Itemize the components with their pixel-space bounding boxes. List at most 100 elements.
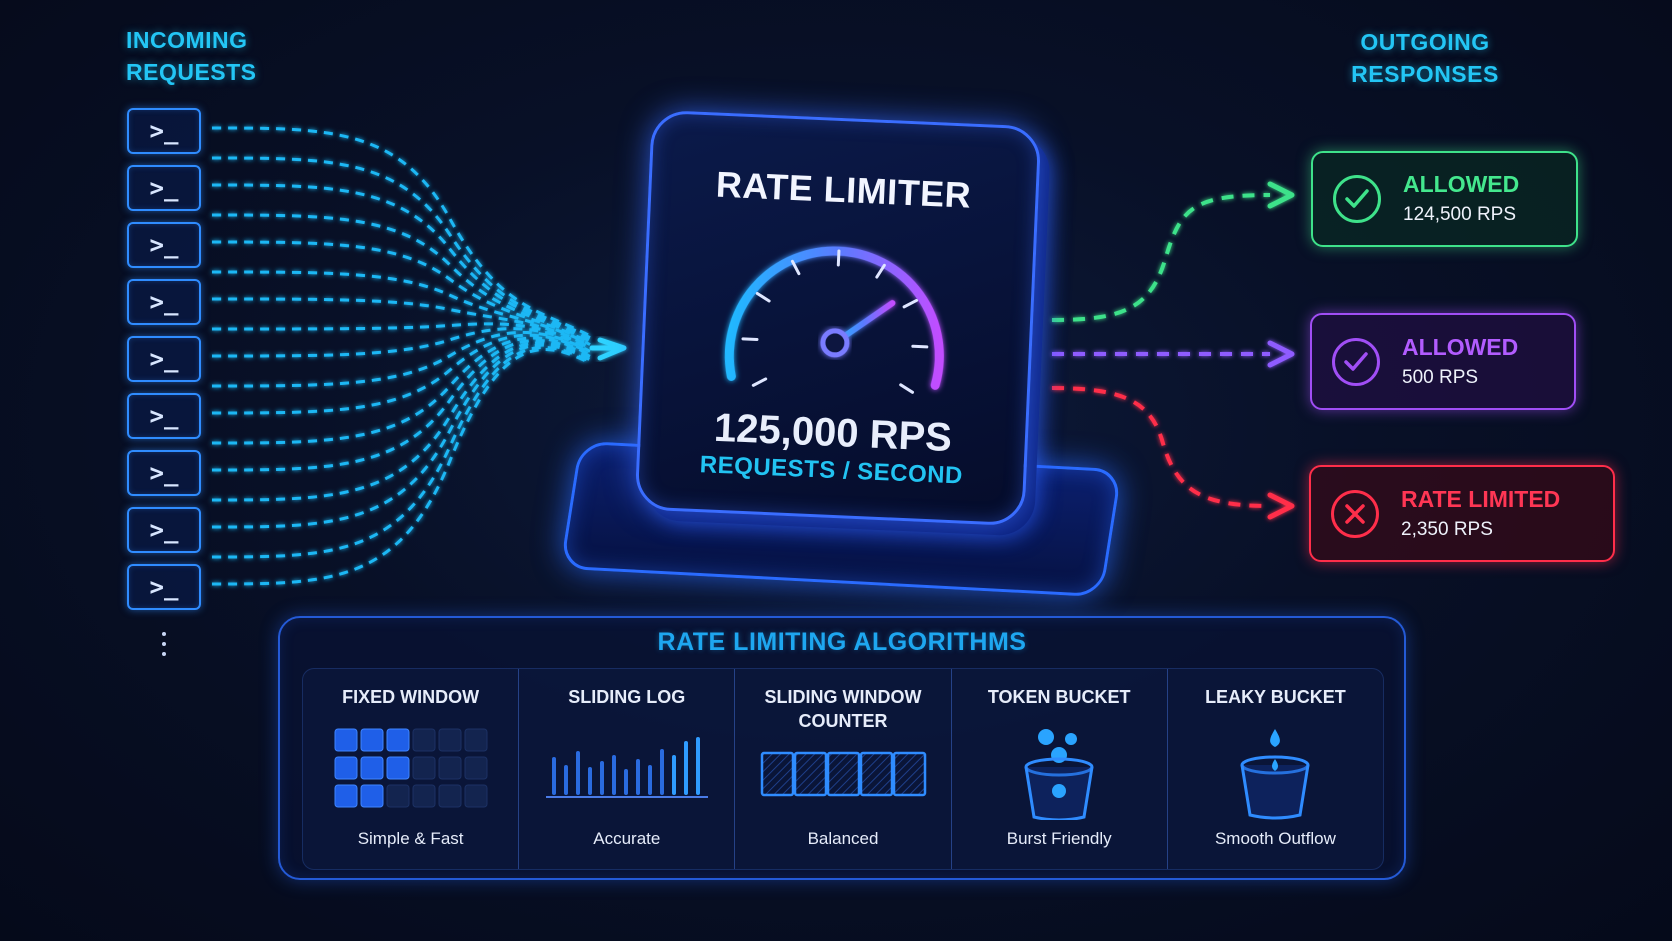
terminal-icon: >_ [127, 450, 201, 496]
algorithm-name: TOKEN BUCKET [987, 687, 1131, 707]
incoming-flow-line [211, 345, 591, 559]
outgoing-heading-line1: OUTGOING [1360, 29, 1490, 55]
arrow-allowed-2-icon [1267, 340, 1295, 368]
incoming-flow-line [211, 156, 591, 340]
incoming-flow-line [211, 297, 591, 348]
response-status: ALLOWED [1402, 333, 1519, 360]
incoming-flow-line [211, 126, 591, 338]
incoming-flow-line [211, 336, 591, 445]
incoming-flow-line [211, 330, 591, 388]
outgoing-responses-heading: OUTGOING RESPONSES [1340, 26, 1510, 90]
gauge-tick [755, 291, 771, 303]
incoming-heading-line1: INCOMING [126, 27, 248, 53]
x-icon [1331, 489, 1379, 538]
gauge-tick [751, 377, 768, 387]
log-bar [551, 757, 556, 795]
more-requests-ellipsis-icon [160, 632, 168, 662]
log-bar [587, 767, 592, 795]
log-bar [599, 761, 604, 795]
algorithms-list: FIXED WINDOW Simple & Fast SLIDING LOG A… [302, 668, 1384, 870]
algorithm-sliding-log: SLIDING LOG Accurate [518, 669, 734, 869]
window-cell [386, 728, 410, 752]
algorithm-name-line2: COUNTER [798, 711, 888, 731]
counter-cells-icon [760, 751, 927, 797]
log-bar [647, 765, 652, 795]
log-bars-icon [545, 737, 708, 798]
algorithm-name: SLIDING WINDOW COUNTER [735, 685, 950, 733]
algorithm-token-bucket: TOKEN BUCKET Burst Friendly [950, 669, 1167, 869]
gauge-tick [836, 249, 841, 267]
incoming-flow-line [211, 333, 591, 415]
window-cell [386, 784, 410, 808]
window-cell [438, 756, 462, 780]
gauge-tick [902, 298, 919, 309]
window-cell [438, 728, 462, 752]
counter-cell [760, 751, 795, 797]
window-cell [438, 784, 462, 808]
check-icon [1333, 175, 1381, 223]
algorithm-desc: Simple & Fast [357, 829, 464, 848]
terminal-icon: >_ [127, 336, 201, 382]
algorithm-name: LEAKY BUCKET [1205, 687, 1346, 707]
incoming-flow-line [211, 327, 591, 358]
log-bar [683, 741, 688, 795]
incoming-flow-line [211, 322, 591, 350]
outgoing-heading-line2: RESPONSES [1351, 61, 1499, 87]
incoming-arrow-icon [589, 337, 627, 361]
counter-cell [826, 751, 861, 797]
incoming-flow-line [211, 347, 591, 586]
counter-cell [892, 751, 927, 797]
log-bar [575, 751, 580, 795]
speedometer-gauge-icon [724, 246, 944, 394]
response-rate: 500 RPS [1402, 366, 1479, 388]
algorithm-desc: Accurate [593, 829, 661, 848]
flow-allowed-1 [1051, 193, 1271, 322]
log-bar [659, 749, 664, 795]
rate-limiter-device: RATE LIMITER 125,000 RPS REQUESTS / SECO… [634, 109, 1042, 527]
response-card-allowed-2: ALLOWED 500 RPS [1310, 313, 1576, 410]
window-cell [360, 784, 384, 808]
window-cell [464, 756, 488, 780]
rate-limiter-title: RATE LIMITER [715, 163, 973, 216]
window-cell [412, 756, 436, 780]
gauge-tick [911, 344, 929, 349]
counter-cell [859, 751, 894, 797]
incoming-flow-line [211, 343, 591, 529]
algorithm-leaky-bucket: LEAKY BUCKET Smooth Outflow [1166, 669, 1383, 869]
check-icon [1332, 337, 1380, 386]
terminal-icon: >_ [127, 165, 201, 211]
algorithm-sliding-window-counter: SLIDING WINDOW COUNTER Balanced [734, 669, 950, 869]
incoming-flow-line [211, 338, 591, 472]
incoming-flow-line [211, 213, 591, 343]
algorithm-name: FIXED WINDOW [342, 687, 480, 707]
terminal-icon: >_ [127, 564, 201, 610]
log-bar [563, 765, 568, 795]
algorithms-panel: RATE LIMITING ALGORITHMS FIXED WINDOW Si… [278, 616, 1406, 880]
counter-cell [793, 751, 828, 797]
terminal-icon: >_ [127, 108, 201, 154]
gauge-tick [875, 263, 886, 279]
window-cell [334, 784, 358, 808]
incoming-flow-line [211, 341, 591, 502]
algorithm-name: SLIDING LOG [568, 687, 686, 707]
response-card-rate-limited: RATE LIMITED 2,350 RPS [1309, 465, 1615, 562]
window-cell [334, 756, 358, 780]
gauge-tick [899, 383, 915, 394]
algorithm-name-line1: SLIDING WINDOW [764, 687, 922, 707]
log-bar [623, 769, 628, 795]
algorithm-desc: Balanced [807, 829, 879, 848]
log-bar [671, 755, 676, 795]
incoming-heading-line2: REQUESTS [126, 59, 257, 85]
gauge-tick [790, 259, 801, 276]
window-cell [464, 728, 488, 752]
terminal-icon: >_ [127, 222, 201, 268]
incoming-requests-heading: INCOMING REQUESTS [126, 24, 257, 88]
incoming-flow-line [211, 270, 591, 346]
window-grid-icon [334, 728, 488, 808]
response-status: RATE LIMITED [1401, 485, 1561, 512]
incoming-flow-line [211, 183, 591, 341]
window-cell [464, 784, 488, 808]
leaky-bucket-icon [1240, 729, 1310, 820]
gauge-tick [741, 337, 759, 341]
